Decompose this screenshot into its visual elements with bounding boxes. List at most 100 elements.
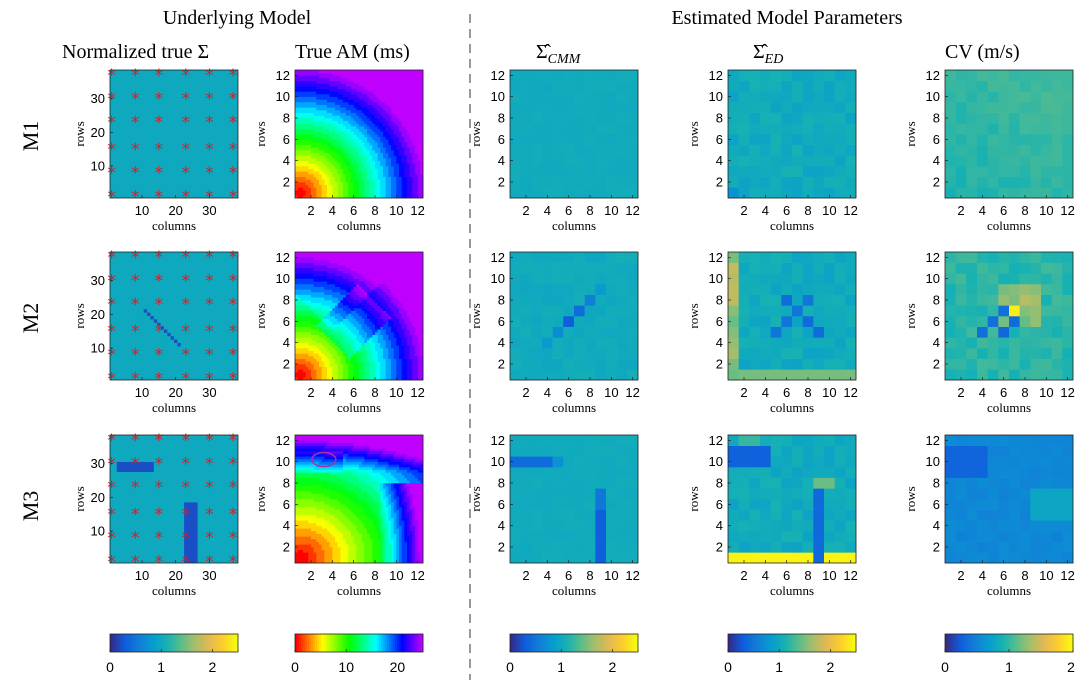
am-cell — [353, 158, 357, 161]
am-cell — [361, 136, 365, 140]
am-cell — [417, 112, 421, 116]
am-cell — [335, 310, 338, 314]
am-cell — [385, 297, 389, 301]
am-cell — [316, 91, 320, 95]
am-cell — [388, 163, 392, 167]
heatmap-cell — [792, 176, 803, 188]
am-cell — [297, 160, 301, 164]
am-cell — [356, 182, 360, 185]
group-title-underlying: Underlying Model — [163, 7, 312, 29]
am-cell — [313, 195, 317, 199]
am-cell — [375, 278, 378, 282]
am-cell — [311, 332, 314, 335]
am-cell — [345, 171, 349, 175]
am-cell — [343, 334, 346, 338]
am-cell — [340, 369, 344, 373]
electrode-marker: * — [205, 90, 214, 110]
am-cell — [391, 302, 394, 306]
am-cell — [340, 278, 344, 282]
am-cell — [369, 297, 373, 301]
am-cell — [337, 182, 341, 185]
am-cell — [375, 286, 378, 290]
am-cell — [401, 313, 405, 317]
am-cell — [297, 321, 301, 325]
am-cell — [319, 110, 322, 113]
am-cell — [303, 372, 306, 375]
am-cell — [316, 70, 320, 73]
am-cell — [353, 300, 357, 303]
am-cell — [340, 297, 344, 301]
heatmap-cell — [574, 112, 585, 124]
am-cell — [327, 332, 330, 335]
am-cell — [305, 273, 309, 277]
electrode-marker: * — [155, 248, 164, 268]
am-cell — [356, 126, 360, 129]
am-cell — [369, 334, 373, 338]
am-cell — [303, 88, 306, 92]
am-cell — [372, 91, 376, 95]
am-cell — [313, 174, 317, 177]
am-cell — [321, 265, 325, 269]
am-cell — [345, 292, 349, 295]
heatmap-cell — [520, 80, 532, 92]
am-cell — [359, 289, 362, 293]
am-cell — [377, 302, 381, 306]
heatmap-cell — [595, 123, 607, 135]
am-cell — [313, 308, 317, 311]
am-cell — [409, 160, 413, 164]
anomaly-cell — [153, 319, 158, 323]
am-cell — [351, 91, 354, 95]
am-cell — [327, 254, 330, 258]
am-cell — [321, 278, 325, 282]
am-cell — [297, 345, 301, 349]
am-cell — [324, 374, 328, 378]
am-cell — [295, 294, 298, 298]
am-cell — [313, 313, 317, 317]
am-cell — [393, 142, 397, 145]
am-cell — [329, 112, 333, 116]
am-cell — [396, 337, 400, 341]
am-cell — [401, 190, 405, 193]
am-cell — [324, 147, 328, 151]
am-cell — [337, 134, 341, 137]
am-cell — [295, 313, 298, 317]
electrode-marker: * — [182, 113, 191, 133]
am-cell — [343, 273, 346, 277]
am-cell — [369, 358, 373, 362]
am-cell — [340, 305, 344, 309]
am-cell — [385, 160, 389, 164]
heatmap-cell — [510, 134, 521, 145]
am-cell — [345, 110, 349, 113]
am-cell — [329, 324, 333, 327]
am-cell — [404, 321, 408, 325]
am-cell — [337, 286, 341, 290]
am-cell — [297, 96, 301, 100]
am-cell — [380, 366, 384, 370]
heatmap-cell — [998, 176, 1010, 188]
am-cell — [324, 350, 328, 354]
am-cell — [345, 305, 349, 309]
am-cell — [396, 168, 400, 172]
am-cell — [377, 163, 381, 167]
heatmap-cell — [1030, 166, 1042, 177]
am-cell — [369, 361, 373, 365]
am-cell — [356, 270, 360, 274]
am-cell — [372, 316, 376, 319]
am-cell — [359, 305, 362, 309]
am-cell — [396, 292, 400, 295]
heatmap-cell — [728, 144, 739, 156]
am-cell — [356, 345, 360, 349]
am-cell — [332, 364, 336, 367]
am-cell — [340, 184, 344, 188]
am-cell — [340, 284, 344, 287]
am-cell — [305, 262, 309, 266]
am-cell — [401, 302, 405, 306]
am-cell — [340, 310, 344, 314]
am-cell — [319, 142, 322, 145]
am-cell — [319, 83, 322, 87]
am-cell — [345, 257, 349, 261]
am-cell — [372, 289, 376, 293]
am-cell — [300, 353, 304, 357]
am-cell — [391, 254, 394, 258]
am-cell — [369, 262, 373, 266]
